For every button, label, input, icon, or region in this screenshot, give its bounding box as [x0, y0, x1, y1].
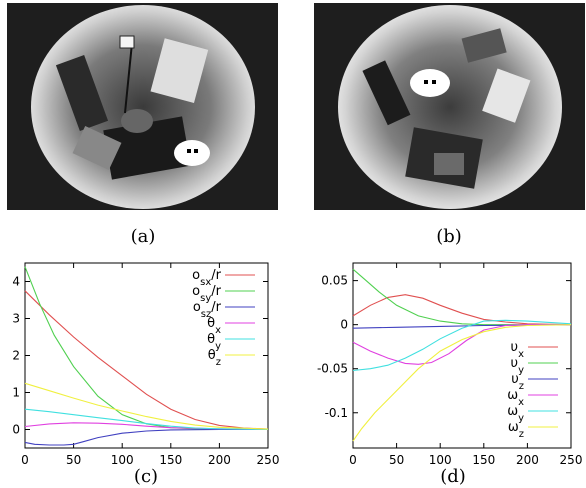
y-tick-label: 2 — [12, 349, 20, 363]
legend-symbol: ω — [507, 388, 518, 403]
x-tick-label: 250 — [257, 453, 280, 467]
y-tick-label: 0.05 — [321, 274, 348, 288]
legend-entry: osy/r — [192, 284, 221, 304]
x-tick-label: 250 — [560, 453, 583, 467]
legend-entry: θx — [207, 316, 221, 336]
fisheye-circle-a — [31, 5, 255, 209]
panel-label-a: (a) — [130, 226, 156, 247]
x-tick-label: 200 — [208, 453, 231, 467]
plot-frame — [352, 262, 572, 449]
legend-entry: ωx — [507, 388, 524, 408]
x-tick-label: 100 — [429, 453, 452, 467]
x-tick-label: 0 — [349, 453, 357, 467]
y-tick-label: 0 — [340, 318, 348, 332]
legend-symbol: o — [192, 284, 200, 299]
panel-label-b: (b) — [436, 226, 462, 247]
legend-entry: osz/r — [193, 300, 222, 320]
legend-subscript: z — [216, 357, 221, 368]
x-tick-label: 50 — [66, 453, 81, 467]
fisheye-image-b — [314, 3, 585, 210]
legend-subscript: y — [518, 413, 524, 424]
legend-symbol: ω — [507, 404, 518, 419]
series-line-υy — [352, 268, 571, 326]
chart-d-svg: 0 50 100 150 200 2500.050-0.05-0.1υxυyυzωxωyω… — [317, 262, 582, 467]
x-tick-label: 100 — [111, 453, 134, 467]
legend-symbol: υ — [511, 356, 519, 371]
series-line-ωx — [352, 324, 571, 365]
legend-subscript: z — [519, 429, 524, 440]
fisheye-camera-image-a — [7, 3, 278, 210]
y-tick-label: 0 — [12, 423, 20, 437]
legend-entry: υz — [511, 372, 524, 392]
y-tick-label: -0.05 — [317, 362, 348, 376]
series-line-osz — [24, 428, 268, 446]
legend-suffix: /r — [211, 268, 221, 283]
legend-suffix: /r — [211, 284, 221, 299]
legend-entry: θz — [208, 348, 221, 368]
legend-symbol: θ — [207, 332, 215, 347]
x-tick-label: 0 — [21, 453, 29, 467]
series-line-θz — [24, 382, 269, 430]
legend-subscript: y — [518, 365, 524, 376]
fisheye-circle-b — [338, 5, 562, 209]
legend-subscript: sx — [200, 277, 211, 288]
fisheye-image-a — [7, 3, 278, 210]
legend-subscript: x — [215, 325, 221, 336]
x-tick-label: 150 — [472, 453, 495, 467]
legend-symbol: θ — [207, 316, 215, 331]
legend-entry: osx/r — [192, 268, 221, 288]
legend-entry: ωz — [508, 420, 524, 440]
legend-symbol: ω — [508, 420, 519, 435]
panel-label-d: (d) — [440, 466, 466, 487]
y-tick-label: -0.1 — [325, 406, 348, 420]
series-line-osx — [24, 290, 269, 430]
chart-d: 0 50 100 150 200 250 0.05 0 -0.05 -0.1 υx υy υz ωx ωy ω… — [300, 255, 586, 467]
legend-entry: θy — [207, 332, 221, 352]
legend-entry: ωy — [507, 404, 524, 424]
x-tick-label: 200 — [516, 453, 539, 467]
x-tick-label: 150 — [159, 453, 182, 467]
legend-symbol: θ — [208, 348, 216, 363]
x-tick-label: 50 — [389, 453, 404, 467]
series-line-ωz — [352, 324, 572, 442]
panel-label-c: (c) — [133, 466, 159, 487]
legend-symbol: o — [192, 268, 200, 283]
legend-symbol: o — [193, 300, 201, 315]
series-line-υx — [352, 294, 572, 326]
legend-suffix: /r — [211, 300, 221, 315]
chart-c: 0 50 100 150 200 250 0 1 2 3 4 osx/r osy/r osz/r θx θy θ… — [0, 255, 290, 467]
legend-symbol: υ — [511, 340, 519, 355]
y-tick-label: 4 — [12, 275, 20, 289]
y-tick-label: 1 — [12, 386, 20, 400]
y-tick-label: 3 — [12, 312, 20, 326]
fisheye-camera-image-b — [314, 3, 585, 210]
legend-subscript: sy — [200, 293, 211, 304]
legend-entry: υx — [511, 340, 525, 360]
legend-subscript: z — [519, 381, 524, 392]
legend-subscript: x — [518, 397, 524, 408]
legend-entry: υy — [511, 356, 525, 376]
legend-subscript: x — [518, 349, 524, 360]
legend-subscript: y — [215, 341, 221, 352]
series-line-θy — [24, 408, 269, 431]
legend-symbol: υ — [511, 372, 519, 387]
series-line-ωy — [352, 319, 572, 372]
legend-subscript: sz — [201, 309, 211, 320]
